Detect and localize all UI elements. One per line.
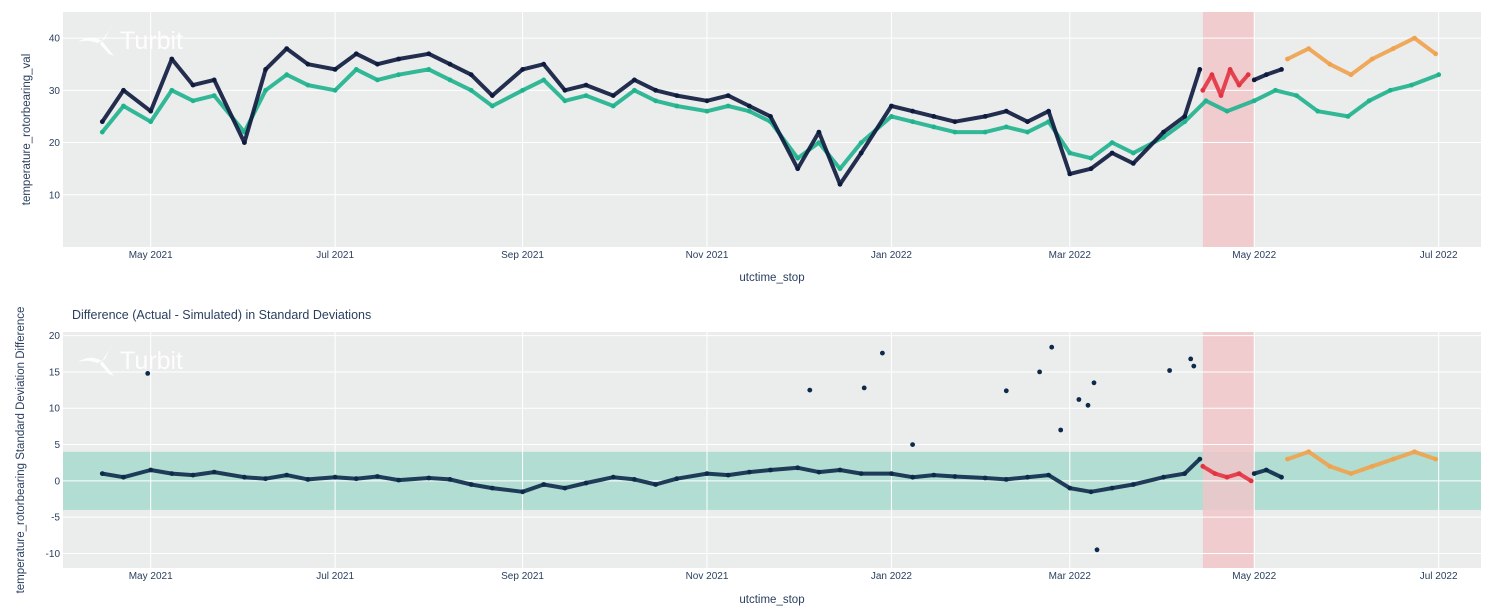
x-tick-label: May 2022 — [1232, 571, 1276, 582]
data-point — [1058, 427, 1064, 433]
y-axis-title: temperature_rotorbearing_val — [21, 54, 33, 206]
plot-background — [63, 12, 1481, 247]
x-axis-title: utctime_stop — [739, 272, 804, 284]
logo-blade-icon — [100, 41, 114, 56]
data-point — [1049, 344, 1055, 350]
y-tick-label: 0 — [54, 476, 60, 487]
series-difference_outliers — [145, 344, 1197, 553]
chart-title: Difference (Actual - Simulated) in Stand… — [72, 308, 371, 322]
x-tick-label: Jan 2022 — [871, 250, 913, 261]
y-tick-label: -5 — [51, 513, 60, 524]
logo-blade-icon — [78, 37, 102, 43]
logo-blade-icon — [102, 24, 113, 41]
logo-text: Turbit — [120, 27, 183, 55]
logo-blade-icon — [102, 344, 113, 361]
y-tick-label: 30 — [49, 86, 61, 97]
x-axis-title: utctime_stop — [739, 594, 804, 606]
x-tick-label: Jul 2022 — [1420, 571, 1458, 582]
series-line — [1201, 67, 1250, 98]
y-tick-label: 15 — [49, 367, 61, 378]
x-tick-label: Mar 2022 — [1049, 250, 1092, 261]
x-tick-label: Nov 2021 — [686, 571, 729, 582]
series-line — [101, 457, 1202, 494]
alarm-highlight-band — [1202, 12, 1255, 247]
data-point — [1188, 356, 1194, 362]
series-line — [100, 67, 1440, 171]
series-line — [1286, 449, 1437, 476]
logo-blade-icon — [78, 357, 102, 363]
data-point — [1191, 363, 1197, 369]
series-line — [1253, 67, 1283, 82]
x-tick-label: Jul 2021 — [316, 250, 354, 261]
x-tick-label: Jul 2021 — [316, 571, 354, 582]
data-point — [1094, 547, 1100, 553]
x-tick-label: May 2021 — [129, 571, 173, 582]
data-point — [1003, 388, 1009, 394]
series-difference_normal — [99, 456, 1203, 495]
y-tick-label: -10 — [46, 549, 61, 560]
y-tick-label: 20 — [49, 331, 61, 342]
y-tick-label: 40 — [49, 34, 61, 45]
x-tick-label: May 2021 — [129, 250, 173, 261]
series-difference_alarm — [1200, 463, 1254, 484]
data-point — [880, 350, 885, 356]
y-tick-label: 20 — [49, 138, 61, 149]
data-point — [1167, 368, 1172, 373]
data-point — [1091, 380, 1097, 386]
x-tick-label: Mar 2022 — [1049, 571, 1092, 582]
series-line — [1201, 464, 1253, 483]
series-actual_alarm — [1200, 67, 1251, 98]
series-difference_normal_2 — [1251, 467, 1284, 480]
series-difference_warning — [1285, 449, 1438, 476]
series-simulated — [99, 67, 1442, 172]
series-actual_normal_2 — [1251, 67, 1284, 83]
data-point — [1076, 397, 1082, 402]
x-tick-label: Sep 2021 — [501, 250, 544, 261]
y-tick-label: 10 — [49, 404, 61, 415]
x-tick-label: May 2022 — [1232, 250, 1276, 261]
logo-blade-icon — [100, 361, 114, 376]
turbit-logo: Turbit — [78, 344, 183, 376]
turbit-logo: Turbit — [78, 24, 183, 56]
chart-1: Turbit May 2021 Jul 2021 Sep 2021 Nov 2021 Ja… — [21, 12, 1481, 284]
data-point — [910, 442, 915, 447]
data-point — [1037, 369, 1042, 375]
y-tick-label: 5 — [54, 440, 60, 451]
series-line — [1253, 468, 1283, 480]
x-tick-label: Sep 2021 — [501, 571, 544, 582]
y-axis-title: temperature_rotorbearing Standard Deviat… — [15, 307, 27, 594]
series-line — [1286, 36, 1437, 77]
alarm-highlight-band — [1202, 332, 1255, 568]
y-tick-label: 10 — [49, 190, 61, 201]
data-point — [861, 385, 867, 391]
data-point — [807, 387, 813, 393]
data-point — [145, 371, 151, 376]
logo-text: Turbit — [120, 347, 183, 375]
x-tick-label: Nov 2021 — [686, 250, 729, 261]
series-actual_warning — [1285, 35, 1438, 78]
x-tick-label: Jul 2022 — [1420, 250, 1458, 261]
chart-2: Turbit May 2021 Jul 2021 Sep 2021 Nov 2021 Ja… — [15, 307, 1481, 606]
data-point — [1085, 402, 1091, 408]
series-line — [100, 46, 1202, 187]
x-tick-label: Jan 2022 — [871, 571, 913, 582]
plot-background — [63, 332, 1481, 568]
series-actual_normal — [99, 46, 1203, 187]
